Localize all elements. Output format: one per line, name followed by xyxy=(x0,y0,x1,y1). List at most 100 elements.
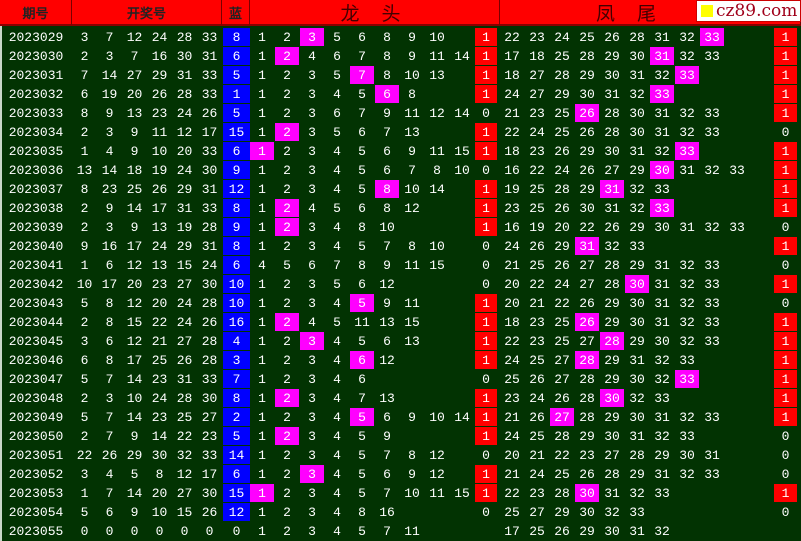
phoenix-value: 27 xyxy=(554,353,570,368)
drawn-number: 8 xyxy=(105,315,114,330)
dragon-flag: 0 xyxy=(482,448,490,463)
drawn-number: 9 xyxy=(105,106,114,121)
drawn-number: 9 xyxy=(130,220,139,235)
drawn-number: 22 xyxy=(151,315,168,330)
dragon-value: 3 xyxy=(308,486,316,501)
phoenix-value: 29 xyxy=(579,144,595,159)
dragon-value: 3 xyxy=(308,182,316,197)
issue-number: 2023033 xyxy=(8,106,64,121)
dragon-value: 2 xyxy=(283,87,291,102)
phoenix-value: 32 xyxy=(629,87,645,102)
dragon-value: 9 xyxy=(383,106,391,121)
phoenix-flag: 1 xyxy=(774,180,797,198)
phoenix-value: 30 xyxy=(579,201,595,216)
drawn-number: 5 xyxy=(130,467,139,482)
phoenix-value: 28 xyxy=(554,486,570,501)
dragon-value: 7 xyxy=(358,49,366,64)
drawn-number: 9 xyxy=(130,125,139,140)
drawn-number: 3 xyxy=(80,467,89,482)
phoenix-value: 26 xyxy=(529,372,545,387)
drawn-number: 31 xyxy=(176,68,193,83)
drawn-number: 7 xyxy=(105,429,114,444)
phoenix-value: 33 xyxy=(629,239,645,254)
dragon-value: 8 xyxy=(358,220,366,235)
dragon-value: 5 xyxy=(358,182,366,197)
dragon-flag: 1 xyxy=(475,484,497,502)
drawn-number: 24 xyxy=(201,258,218,273)
dragon-flag: 0 xyxy=(482,258,490,273)
phoenix-value: 29 xyxy=(579,68,595,83)
phoenix-value: 26 xyxy=(529,239,545,254)
phoenix-value: 32 xyxy=(604,239,620,254)
dragon-value: 10 xyxy=(429,30,445,45)
drawn-number: 27 xyxy=(176,277,193,292)
drawn-number: 6 xyxy=(80,353,89,368)
drawn-number: 1 xyxy=(80,258,89,273)
phoenix-value: 30 xyxy=(679,448,695,463)
dragon-value: 15 xyxy=(454,486,470,501)
dragon-value: 5 xyxy=(358,486,366,501)
dragon-value: 7 xyxy=(383,486,391,501)
dragon-value: 2 xyxy=(283,144,291,159)
phoenix-value: 32 xyxy=(679,315,695,330)
phoenix-value: 22 xyxy=(529,277,545,292)
dragon-flag: 1 xyxy=(475,389,497,407)
drawn-number: 2 xyxy=(80,49,89,64)
drawn-number: 31 xyxy=(201,49,218,64)
dragon-value: 4 xyxy=(333,448,341,463)
blue-ball: 10 xyxy=(223,294,250,312)
issue-number: 2023029 xyxy=(8,30,64,45)
drawn-number: 0 xyxy=(130,524,139,539)
phoenix-highlight: 28 xyxy=(600,332,624,350)
phoenix-value: 25 xyxy=(554,106,570,121)
issue-number: 2023043 xyxy=(8,296,64,311)
phoenix-value: 24 xyxy=(554,30,570,45)
phoenix-value: 28 xyxy=(629,448,645,463)
phoenix-value: 31 xyxy=(679,163,695,178)
dragon-value: 5 xyxy=(283,258,291,273)
issue-number: 2023034 xyxy=(8,125,64,140)
dragon-value: 13 xyxy=(404,125,420,140)
phoenix-value: 29 xyxy=(654,448,670,463)
phoenix-value: 30 xyxy=(629,296,645,311)
drawn-number: 2 xyxy=(80,201,89,216)
phoenix-flag: 1 xyxy=(774,104,797,122)
dragon-value: 10 xyxy=(404,182,420,197)
drawn-number: 14 xyxy=(126,410,143,425)
drawn-number: 27 xyxy=(201,410,218,425)
phoenix-value: 19 xyxy=(529,220,545,235)
drawn-number: 31 xyxy=(201,182,218,197)
issue-number: 2023045 xyxy=(8,334,64,349)
drawn-number: 29 xyxy=(151,68,168,83)
phoenix-value: 24 xyxy=(529,125,545,140)
dragon-value: 12 xyxy=(429,106,445,121)
dragon-value: 4 xyxy=(333,334,341,349)
issue-number: 2023046 xyxy=(8,353,64,368)
site-logo[interactable]: cz89.com xyxy=(696,0,801,22)
drawn-number: 15 xyxy=(176,258,193,273)
phoenix-value: 29 xyxy=(629,163,645,178)
dragon-flag: 0 xyxy=(482,505,490,520)
drawn-number: 7 xyxy=(105,410,114,425)
drawn-number: 17 xyxy=(201,467,218,482)
issue-number: 2023055 xyxy=(8,524,64,539)
drawn-number: 30 xyxy=(201,486,218,501)
dragon-value: 1 xyxy=(258,106,266,121)
phoenix-value: 29 xyxy=(604,296,620,311)
drawn-number: 6 xyxy=(105,505,114,520)
drawn-number: 17 xyxy=(126,353,143,368)
issue-number: 2023052 xyxy=(8,467,64,482)
phoenix-value: 23 xyxy=(529,334,545,349)
phoenix-value: 31 xyxy=(629,68,645,83)
dragon-value: 5 xyxy=(333,201,341,216)
phoenix-value: 31 xyxy=(654,467,670,482)
dragon-value: 8 xyxy=(408,239,416,254)
dragon-value: 1 xyxy=(258,315,266,330)
dragon-value: 4 xyxy=(333,220,341,235)
dragon-value: 2 xyxy=(283,505,291,520)
drawn-number: 23 xyxy=(151,106,168,121)
dragon-highlight: 2 xyxy=(275,47,299,65)
drawn-number: 25 xyxy=(151,353,168,368)
phoenix-value: 32 xyxy=(679,106,695,121)
dragon-value: 8 xyxy=(383,30,391,45)
